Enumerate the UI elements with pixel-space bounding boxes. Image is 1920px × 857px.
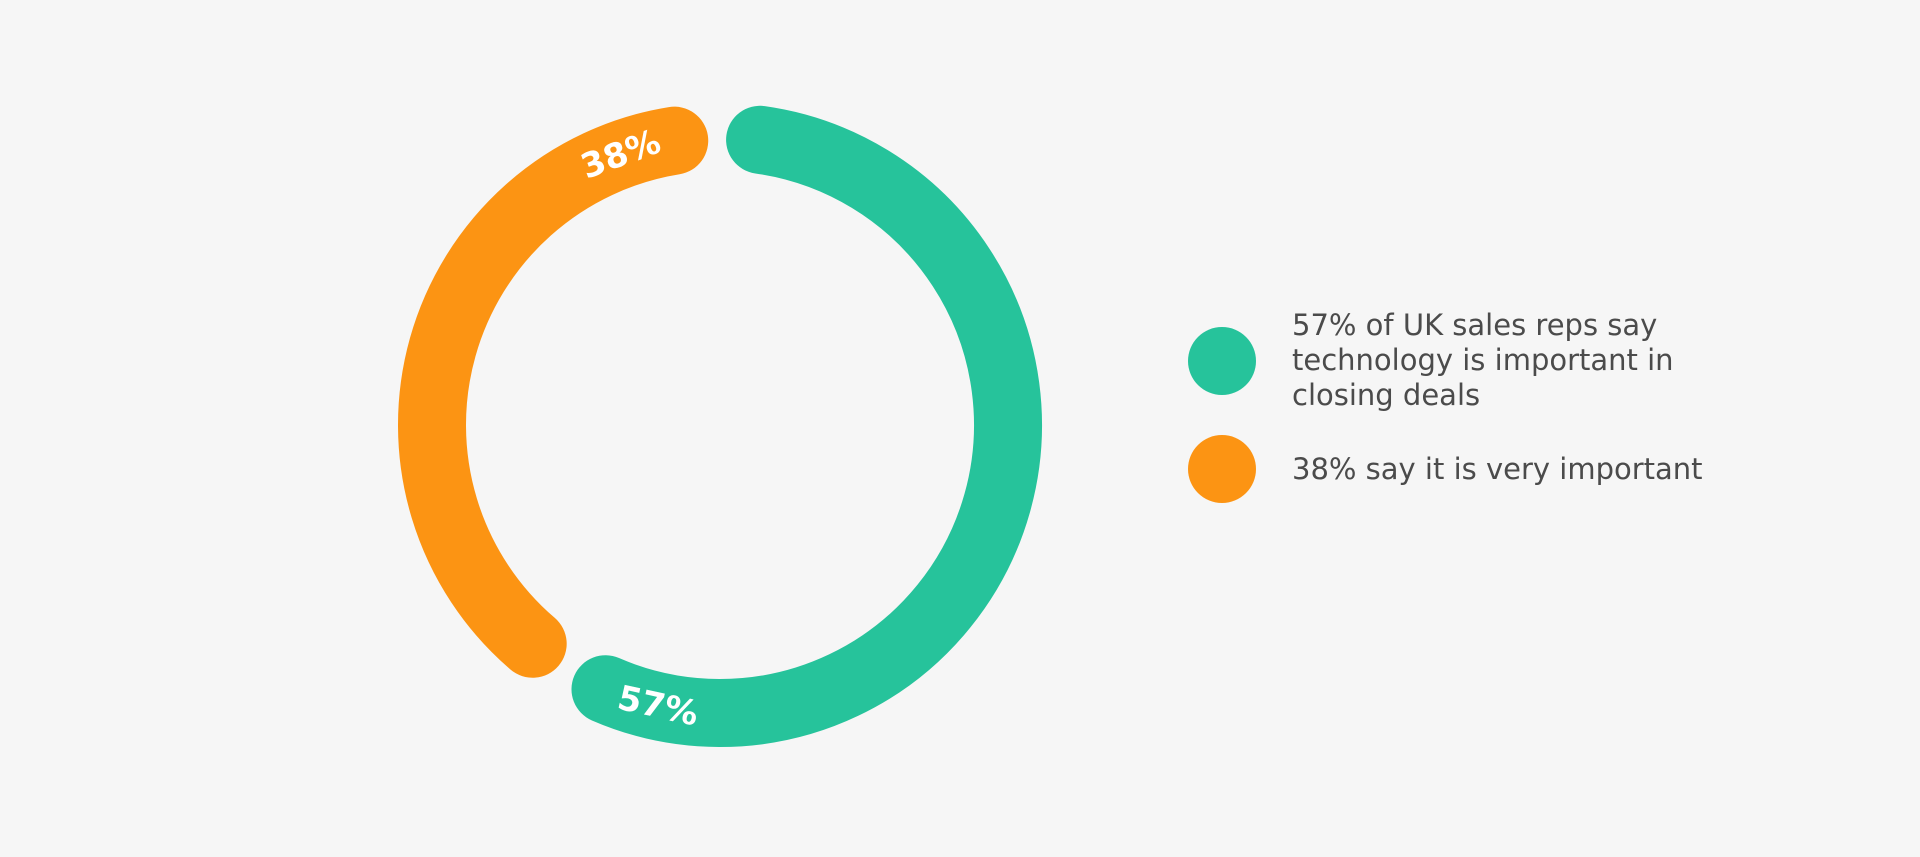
- legend-swatch-green: [1188, 326, 1256, 395]
- segment-orange: [398, 106, 709, 678]
- legend-item-very-important: 38% say it is very important: [1188, 435, 1708, 503]
- legend-swatch-orange: [1188, 435, 1256, 503]
- legend-item-technology-important: 57% of UK sales reps say technology is i…: [1188, 308, 1708, 413]
- donut-chart: 57%38%: [398, 105, 1042, 747]
- segment-green: [571, 105, 1042, 747]
- legend: 57% of UK sales reps say technology is i…: [1188, 308, 1708, 525]
- legend-label: 38% say it is very important: [1292, 451, 1703, 486]
- legend-label: 57% of UK sales reps say technology is i…: [1292, 308, 1674, 412]
